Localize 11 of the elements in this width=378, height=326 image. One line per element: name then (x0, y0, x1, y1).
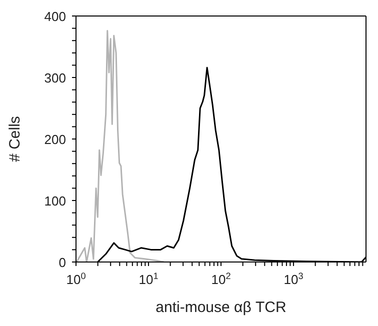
x-tick-label: 10$^{0}$ (66, 271, 86, 287)
y-axis-title: # Cells (6, 116, 24, 162)
x-tick-label: 10$^{3}$ (284, 271, 304, 287)
x-axis-title: anti-mouse αβ TCR (156, 299, 286, 316)
y-tick-label: 0 (58, 255, 66, 270)
x-tick-label: 10$^{2}$ (211, 271, 231, 287)
x-tick-label: 10$^{1}$ (138, 271, 158, 287)
y-tick-label: 300 (44, 70, 66, 86)
y-tick-label: 100 (44, 194, 66, 208)
y-tick-label: 200 (44, 132, 66, 147)
y-tick-label: 400 (44, 9, 66, 24)
